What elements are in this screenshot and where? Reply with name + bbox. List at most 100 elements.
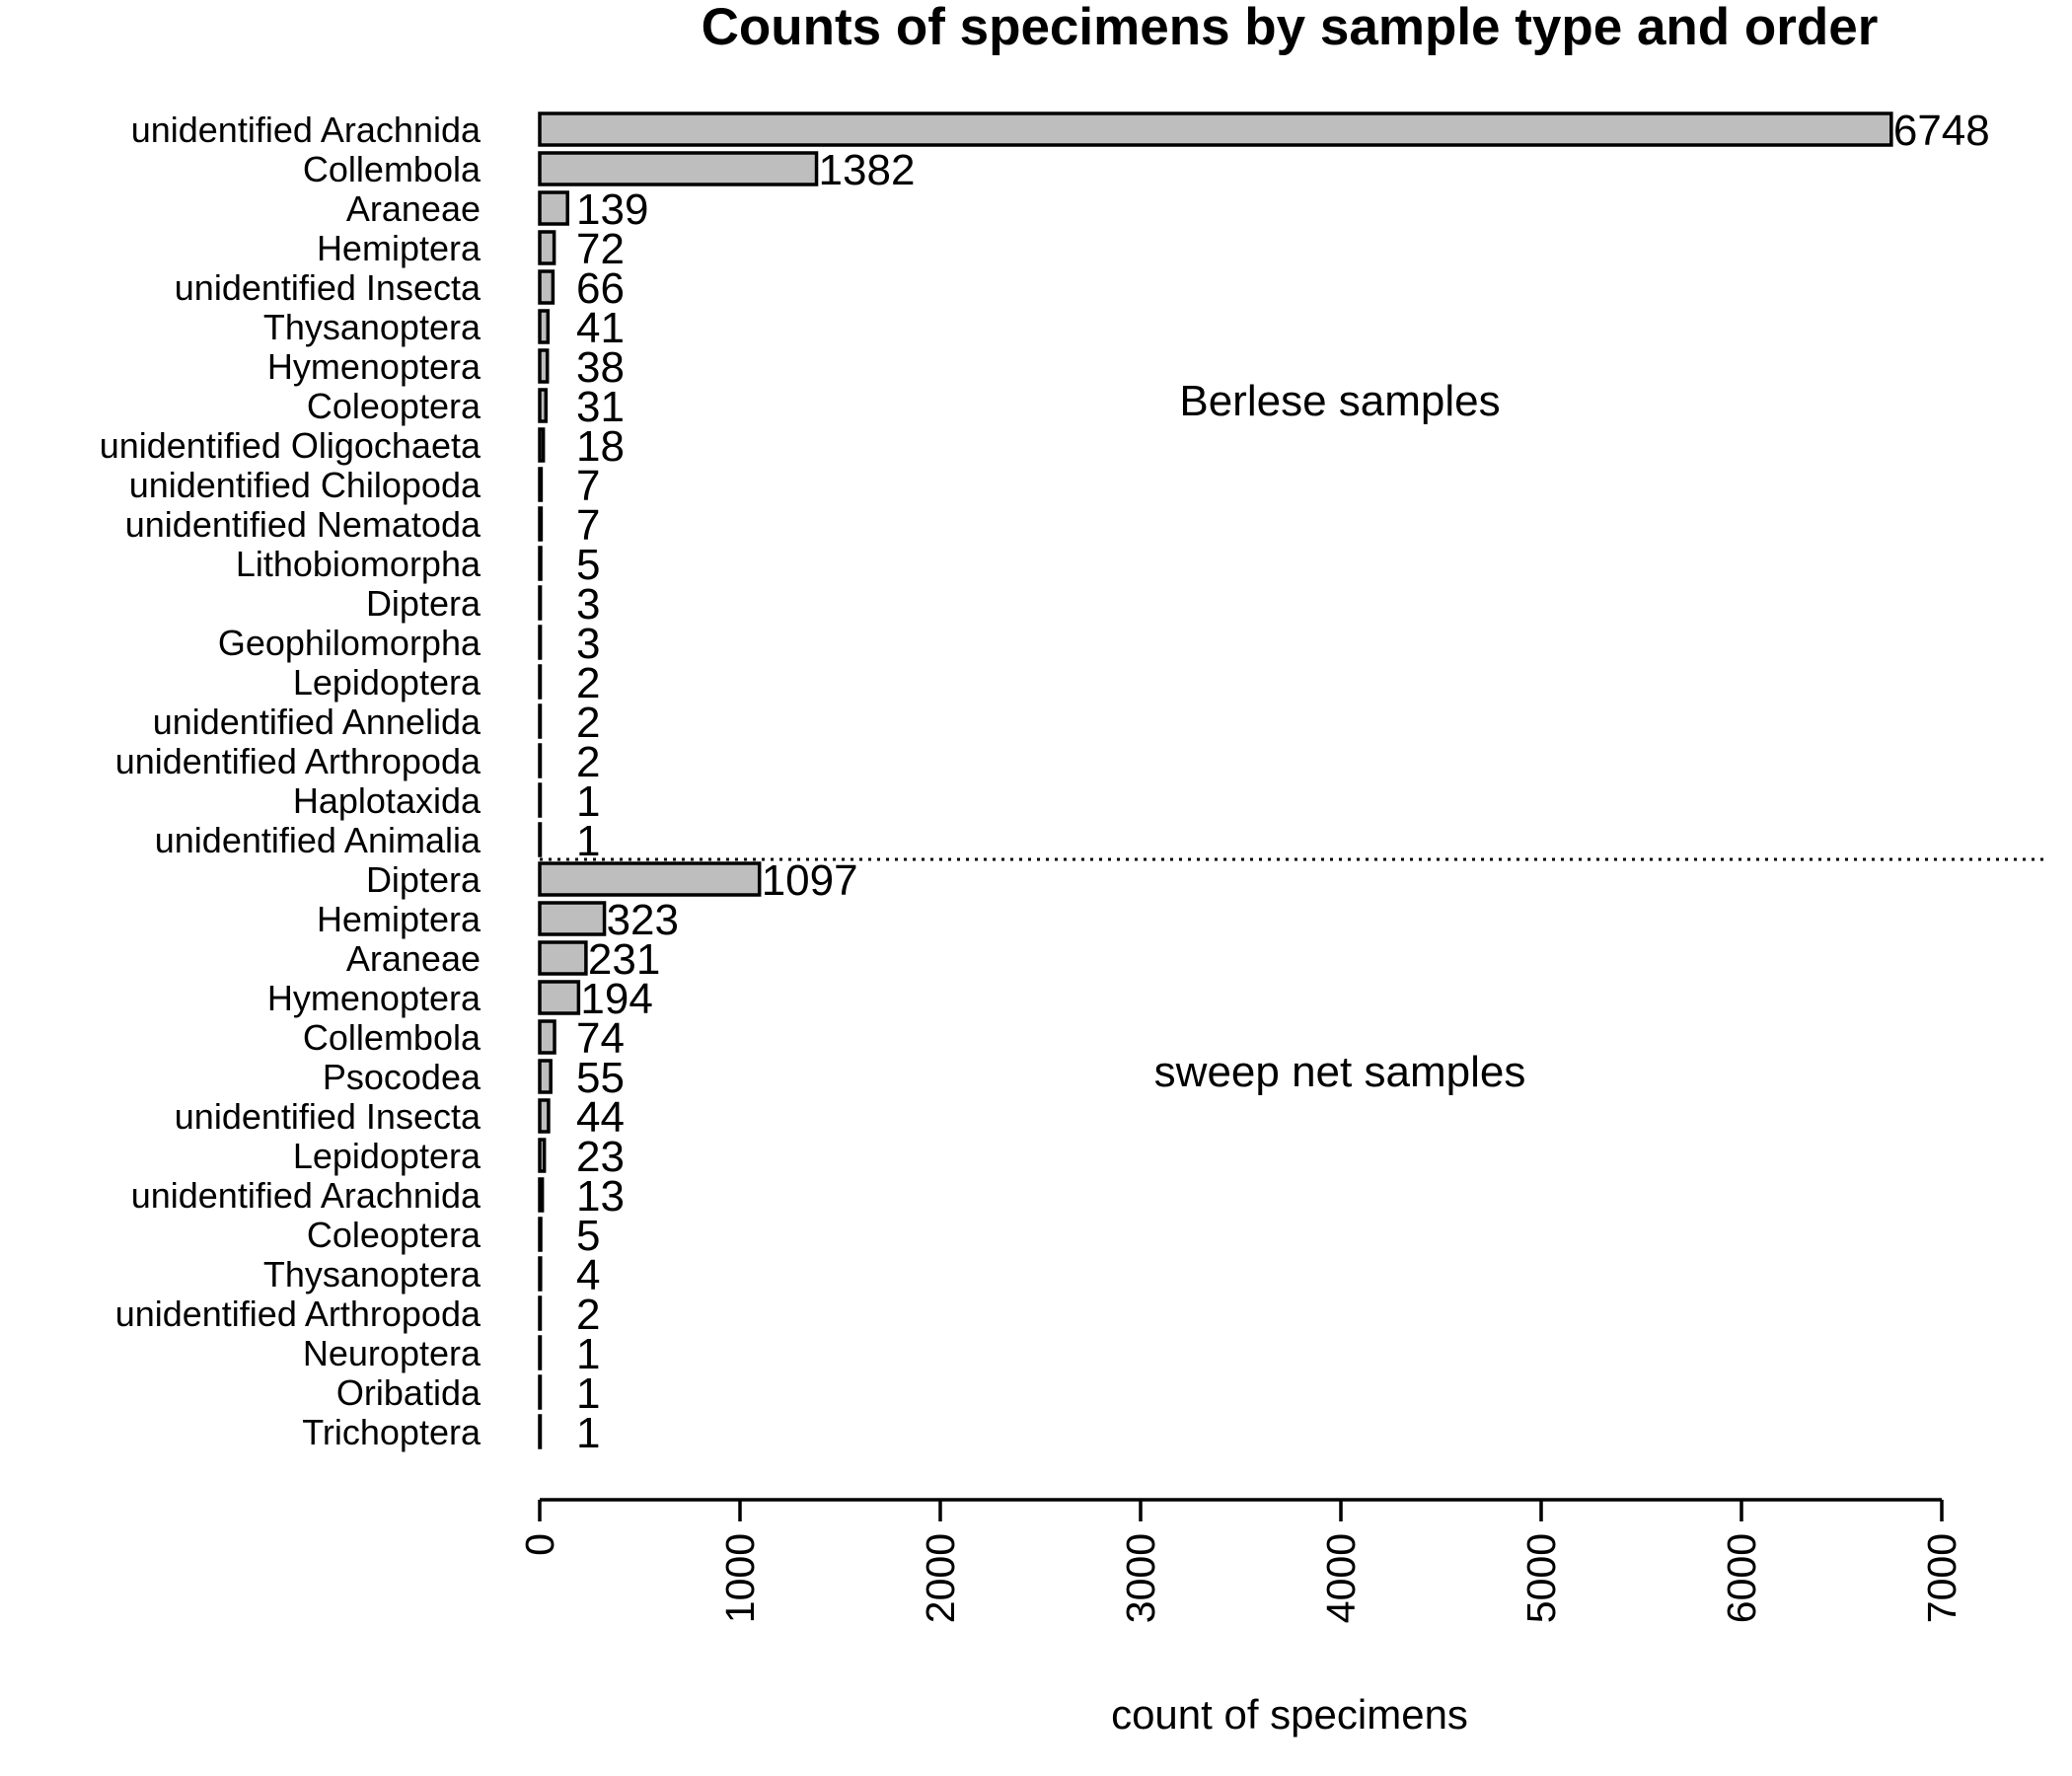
value-label: 13 <box>576 1172 625 1221</box>
bar <box>538 980 581 1015</box>
value-label: 4 <box>576 1251 600 1299</box>
category-label: Neuroptera <box>303 1333 481 1373</box>
value-label: 1 <box>576 1330 600 1378</box>
bars-layer <box>538 111 1893 1449</box>
value-label: 38 <box>576 343 625 392</box>
category-label: Collembola <box>303 1017 481 1058</box>
x-tick-label: 4000 <box>1318 1533 1364 1623</box>
category-label: Geophilomorpha <box>218 623 481 663</box>
value-label: 18 <box>576 422 625 471</box>
bar <box>538 1019 556 1055</box>
value-label: 139 <box>576 185 648 234</box>
value-label: 6748 <box>1893 107 1990 155</box>
bar <box>538 743 543 778</box>
bar <box>538 467 544 502</box>
bar <box>538 190 569 226</box>
category-label: unidentified Arthropoda <box>115 1294 481 1334</box>
value-label: 5 <box>576 1212 600 1260</box>
x-tick-label: 1000 <box>717 1533 763 1623</box>
bar <box>538 940 588 976</box>
value-label: 231 <box>588 935 660 984</box>
category-label: Hymenoptera <box>267 346 481 387</box>
x-tick-label: 5000 <box>1518 1533 1564 1623</box>
bar <box>538 1414 543 1449</box>
bar <box>538 1217 543 1252</box>
value-label: 194 <box>580 975 652 1023</box>
category-label: Araneae <box>346 938 481 979</box>
value-label: 1 <box>576 817 600 865</box>
category-label: unidentified Arachnida <box>131 110 481 150</box>
bar <box>538 309 551 344</box>
value-label: 323 <box>607 896 679 944</box>
category-label: unidentified Oligochaeta <box>100 425 481 466</box>
bar <box>538 546 543 581</box>
category-label: Coleoptera <box>307 386 481 426</box>
value-label: 23 <box>576 1133 625 1181</box>
bar <box>538 151 819 186</box>
category-label: unidentified Insecta <box>175 267 481 308</box>
bar <box>538 901 607 936</box>
category-label: Haplotaxida <box>293 780 481 821</box>
category-label: Coleoptera <box>307 1215 481 1255</box>
value-label: 2 <box>576 738 600 786</box>
category-label: Hymenoptera <box>267 978 481 1018</box>
group-label-sweep-net: sweep net samples <box>1154 1048 1526 1096</box>
category-label: Diptera <box>366 859 481 900</box>
category-label: Lepidoptera <box>293 662 481 703</box>
category-label: Lithobiomorpha <box>236 544 481 584</box>
bar <box>538 625 543 660</box>
bar <box>538 388 549 423</box>
value-label: 3 <box>576 620 600 668</box>
value-label: 2 <box>576 699 600 747</box>
category-label: Trichoptera <box>302 1412 481 1452</box>
category-label: unidentified Arthropoda <box>115 741 481 781</box>
value-label: 7 <box>576 462 600 510</box>
category-label: Thysanoptera <box>263 1254 481 1295</box>
category-label: Thysanoptera <box>263 307 481 347</box>
value-label: 66 <box>576 264 625 313</box>
category-label: Collembola <box>303 149 481 189</box>
bar <box>538 269 555 305</box>
value-label: 3 <box>576 580 600 629</box>
x-tick-label: 0 <box>517 1533 562 1556</box>
category-label: Hemiptera <box>317 899 481 939</box>
bar <box>538 111 1893 147</box>
category-labels: unidentified ArachnidaCollembolaAraneaeH… <box>100 110 481 1452</box>
bar <box>538 1138 547 1173</box>
x-tick-label: 3000 <box>1118 1533 1163 1623</box>
category-label: unidentified Annelida <box>153 702 481 742</box>
category-label: Psocodea <box>323 1057 481 1097</box>
category-label: unidentified Insecta <box>175 1096 481 1137</box>
category-label: unidentified Animalia <box>155 820 481 860</box>
value-label: 55 <box>576 1054 625 1102</box>
category-label: Hemiptera <box>317 228 481 268</box>
value-label: 1097 <box>762 856 858 905</box>
value-label: 2 <box>576 1291 600 1339</box>
x-axis: 0 1000 2000 3000 4000 5000 6000 7000 <box>517 1498 1964 1623</box>
value-label: 1 <box>576 777 600 826</box>
bar <box>538 664 543 700</box>
value-label: 44 <box>576 1093 625 1142</box>
value-label: 7 <box>576 501 600 550</box>
value-label: 1 <box>576 1369 600 1418</box>
category-label: unidentified Chilopoda <box>129 465 481 505</box>
group-label-berlese: Berlese samples <box>1179 377 1500 425</box>
bar <box>538 1374 543 1410</box>
bar <box>538 585 543 621</box>
bar <box>538 1335 543 1370</box>
bar <box>538 822 543 857</box>
value-label: 1382 <box>819 146 916 194</box>
category-label: Oribatida <box>336 1372 481 1413</box>
x-tick-label: 6000 <box>1719 1533 1764 1623</box>
bar <box>538 861 762 897</box>
bar <box>538 348 550 384</box>
bar <box>538 782 543 818</box>
value-label: 72 <box>576 225 625 273</box>
value-labels: 6748138213972664138311877533222111097323… <box>576 107 1990 1457</box>
category-label: Diptera <box>366 583 481 624</box>
bar <box>538 1059 553 1094</box>
category-label: Araneae <box>346 188 481 229</box>
value-label: 74 <box>576 1014 625 1063</box>
x-axis-label: count of specimens <box>1111 1691 1468 1738</box>
bar <box>538 1256 543 1292</box>
